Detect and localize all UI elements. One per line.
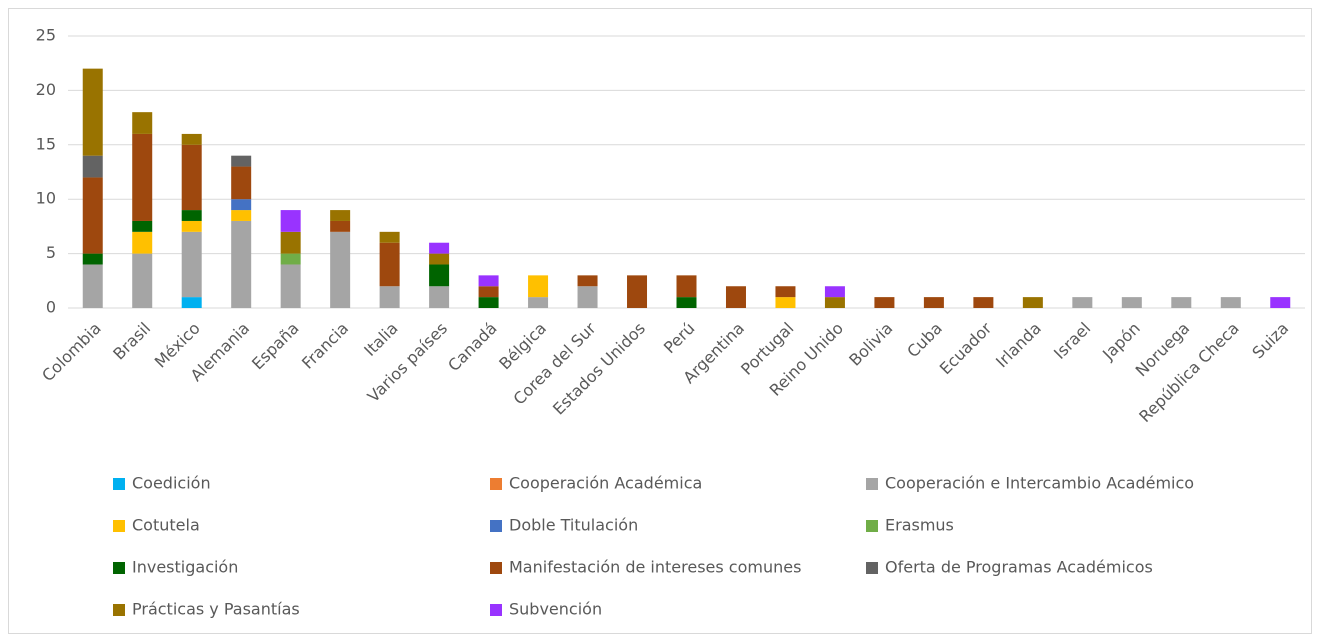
legend-label: Oferta de Programas Académicos [885,558,1153,577]
bar-segment [1171,297,1192,308]
legend-swatch [490,520,502,532]
bar-segment [1121,297,1142,308]
bar-segment [429,264,450,287]
bar-segment [231,220,252,308]
bar-segment [379,242,400,287]
bar-segment [132,220,153,232]
bar-segment [82,68,103,156]
bar-segment [181,133,202,145]
bar-segment [824,297,845,308]
bar-segment [528,297,549,308]
legend-swatch [866,478,878,490]
bar-segment [231,155,252,167]
bar-segment [132,253,153,308]
bar-segment [627,275,648,308]
legend-label: Subvención [509,600,602,619]
bar-segment [280,210,301,232]
bar-segment [82,264,103,308]
bar-segment [231,210,252,221]
y-tick-label: 20 [36,80,56,99]
bar-segment [429,286,450,308]
bar-segment [676,297,697,308]
legend-label: Prácticas y Pasantías [132,600,300,619]
bar-segment [923,297,944,308]
legend-label: Coedición [132,474,211,493]
chart-border [8,8,1312,634]
legend-label: Doble Titulación [509,516,638,535]
bar-segment [181,220,202,232]
bar-segment [1022,297,1043,308]
bar-segment [132,133,153,221]
bar-segment [280,231,301,254]
bar-segment [280,253,301,265]
legend-swatch [490,562,502,574]
legend-swatch [113,520,125,532]
legend-swatch [113,562,125,574]
bar-segment [280,264,301,308]
y-tick-label: 10 [36,189,56,208]
bar-segment [330,231,351,308]
legend-label: Manifestación de intereses comunes [509,558,801,577]
bar-segment [231,199,252,211]
legend-label: Cooperación e Intercambio Académico [885,474,1194,493]
bar-segment [330,220,351,232]
bar-segment [824,286,845,298]
bar-segment [379,231,400,243]
bar-segment [1270,297,1291,308]
bar-segment [725,286,746,308]
bar-segment [676,275,697,298]
bar-segment [1220,297,1241,308]
bar-segment [181,297,202,308]
bar-segment [973,297,994,308]
bar-segment [330,210,351,221]
bar-segment [775,297,796,308]
bar-segment [181,231,202,298]
bar-segment [577,286,598,308]
bar-segment [577,275,598,287]
legend-swatch [866,562,878,574]
bar-segment [82,155,103,178]
y-tick-label: 0 [46,298,56,317]
legend-swatch [866,520,878,532]
bar-segment [82,177,103,254]
bar-segment [478,275,499,287]
legend-label: Erasmus [885,516,954,535]
bar-segment [181,144,202,211]
legend-swatch [490,604,502,616]
bar-segment [429,253,450,265]
bar-segment [874,297,895,308]
bar-segment [379,286,400,308]
bar-segment [775,286,796,298]
bar-segment [82,253,103,265]
legend-label: Cooperación Académica [509,474,702,493]
legend-label: Investigación [132,558,238,577]
bar-segment [429,242,450,254]
bar-segment [1072,297,1093,308]
y-tick-label: 5 [46,243,56,262]
legend-swatch [490,478,502,490]
bar-segment [132,112,153,134]
legend-swatch [113,604,125,616]
bar-segment [478,297,499,308]
legend-swatch [113,478,125,490]
bar-segment [132,231,153,254]
bar-segment [478,286,499,298]
y-tick-label: 15 [36,134,56,153]
bar-segment [181,210,202,221]
legend-label: Cotutela [132,516,200,535]
bar-segment [231,166,252,200]
bar-segment [528,275,549,298]
y-tick-label: 25 [36,26,56,45]
